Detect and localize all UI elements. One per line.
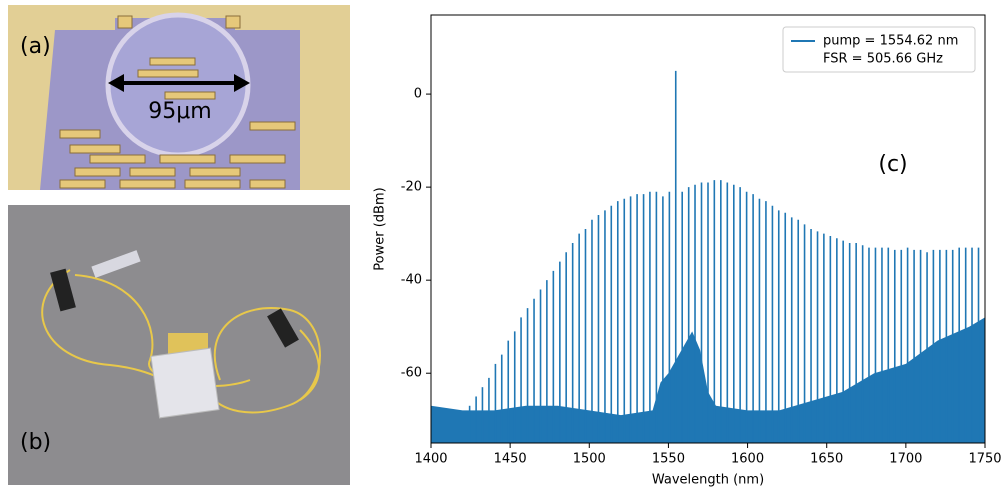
micrograph-panel: 95μm (a) [8, 5, 350, 190]
panel-label: (c) [878, 152, 907, 177]
x-tick-label: 1750 [968, 452, 1001, 467]
plot-frame [430, 14, 986, 444]
y-tick-label: 0 [414, 87, 422, 102]
arrow-heads [108, 74, 250, 92]
connector [50, 268, 76, 312]
package-panel: (b) [8, 205, 350, 485]
legend-box [782, 26, 976, 73]
y-tick-label: -20 [401, 180, 422, 195]
legend-label: pump = 1554.62 nm [823, 34, 958, 49]
x-axis-label: Wavelength (nm) [652, 473, 764, 488]
scale-label: 95μm [148, 99, 211, 124]
x-tick-label: 1550 [652, 452, 685, 467]
label-tape [91, 250, 141, 278]
panel-label: (b) [20, 430, 51, 455]
spectrum-chart: Power (dBm) Wavelength (nm) (c) 1400 1450… [373, 14, 1002, 488]
connector [267, 308, 299, 348]
y-tick-label: -60 [401, 366, 422, 381]
noise-floor [431, 317, 985, 443]
x-tick-label: 1700 [889, 452, 922, 467]
x-tick-label: 1450 [494, 452, 527, 467]
y-tick-label: -40 [401, 273, 422, 288]
metal-pads [59, 15, 296, 189]
panel-label: (a) [20, 34, 51, 59]
legend-note: FSR = 505.66 GHz [823, 52, 943, 67]
x-tick-label: 1400 [414, 452, 447, 467]
x-tick-label: 1650 [810, 452, 843, 467]
x-tick-label: 1600 [731, 452, 764, 467]
y-axis-label: Power (dBm) [373, 187, 388, 270]
package [150, 347, 220, 419]
x-tick-label: 1500 [573, 452, 606, 467]
